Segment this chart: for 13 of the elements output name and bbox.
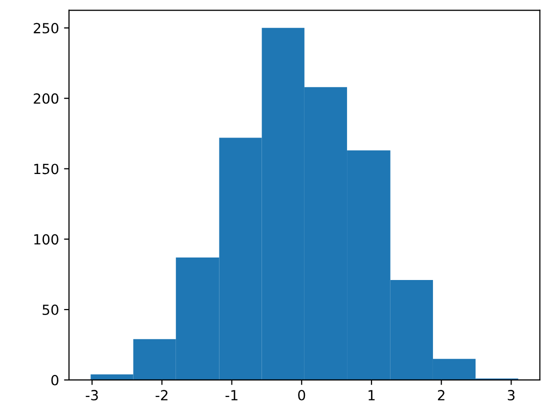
x-tick-label: -2 xyxy=(156,390,168,400)
x-tick-label: 3 xyxy=(508,390,515,400)
y-tick-label: 100 xyxy=(34,234,58,245)
x-tick-label: 2 xyxy=(438,390,444,400)
x-tick-label: 1 xyxy=(368,390,375,400)
x-tick-label: 0 xyxy=(298,390,306,400)
y-tick-label: 200 xyxy=(34,93,58,104)
x-tick-label: -1 xyxy=(226,390,238,400)
y-tick-label: 50 xyxy=(42,304,58,316)
x-tick-label: -3 xyxy=(86,390,98,400)
y-tick-label: 0 xyxy=(51,374,58,386)
y-tick-label: 250 xyxy=(34,22,58,34)
y-tick-label: 150 xyxy=(34,164,58,174)
